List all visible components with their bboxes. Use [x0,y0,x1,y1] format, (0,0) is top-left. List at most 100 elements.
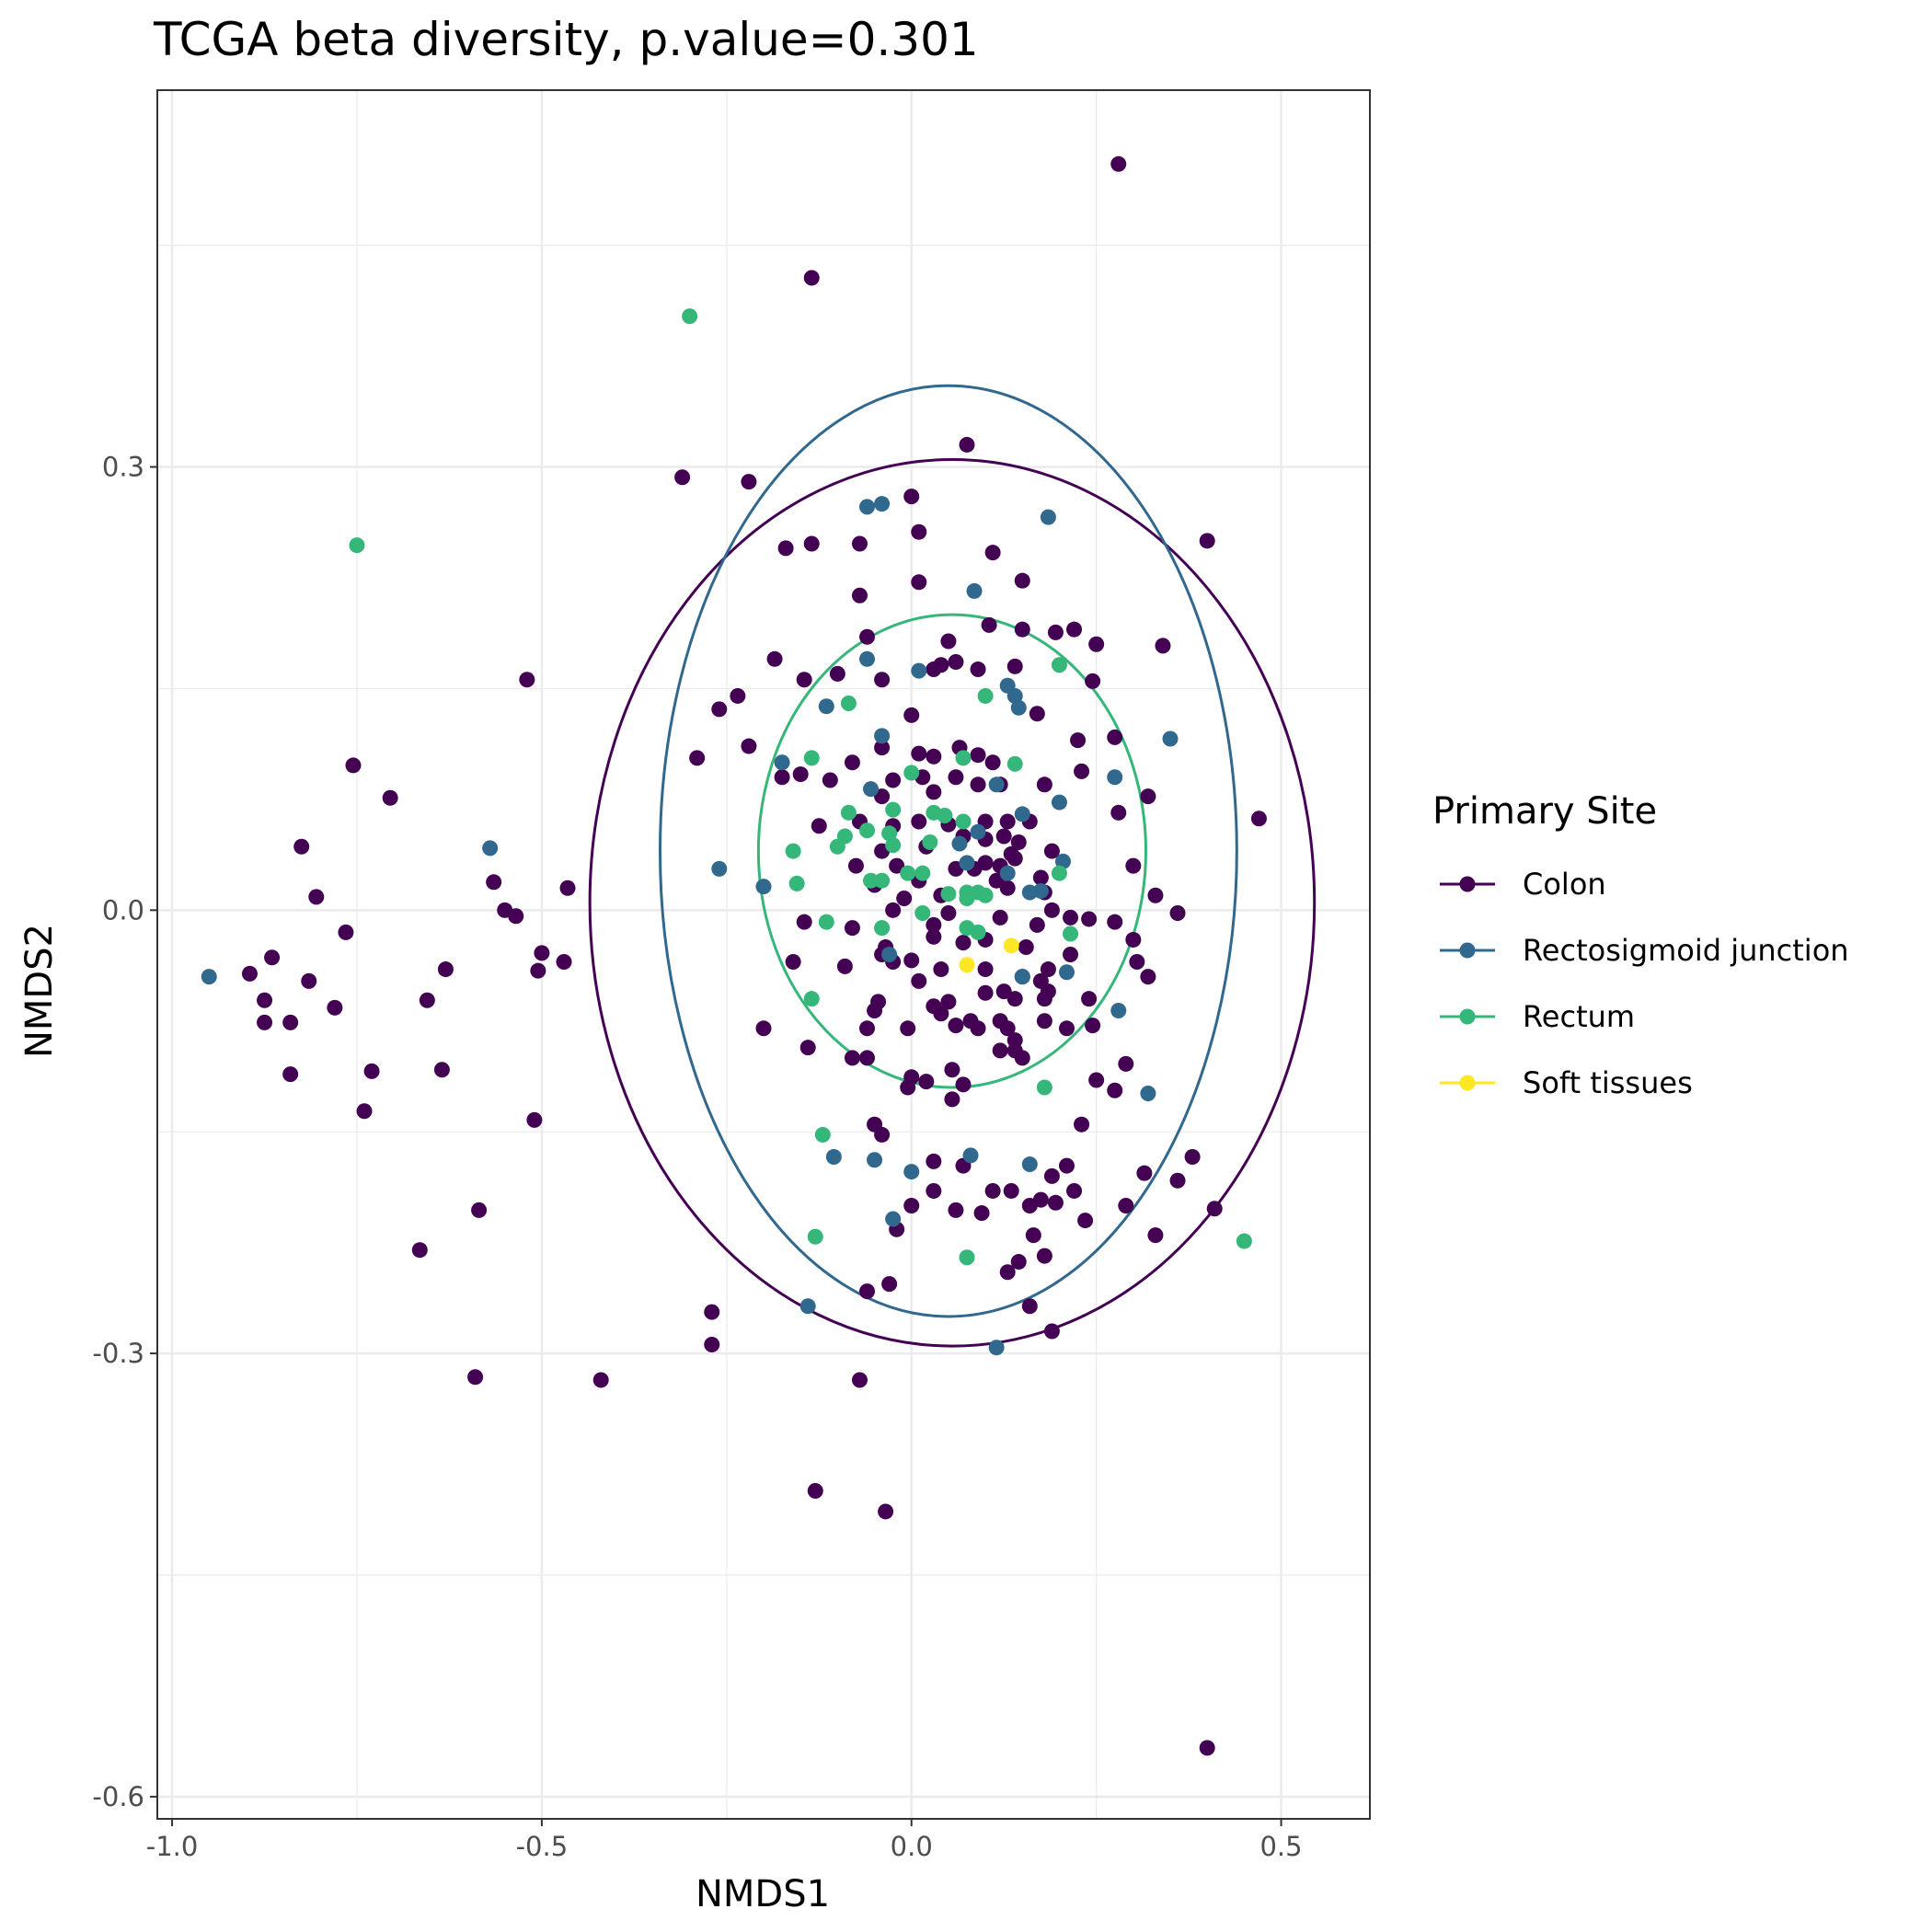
point-colon [1043,843,1060,859]
point-colon [1029,706,1045,722]
point-colon [1014,572,1030,589]
point-rectosigmoid-junction [959,855,975,871]
point-colon [889,857,905,874]
point-rectum [803,991,820,1007]
point-rectosigmoid-junction [1162,730,1179,747]
point-colon [948,769,964,786]
point-colon [911,574,927,591]
point-rectosigmoid-junction [966,582,983,599]
x-tick-label: 0.0 [891,1831,933,1862]
x-tick-label: -0.5 [516,1831,569,1862]
point-colon [741,474,757,490]
point-colon [1006,850,1023,867]
point-rectosigmoid-junction [1021,1156,1038,1173]
point-colon [519,672,535,688]
point-colon [282,1014,299,1030]
point-colon [999,880,1016,896]
point-rectosigmoid-junction [1014,969,1030,985]
point-rectosigmoid-junction [962,1147,979,1164]
ellipse-rectosigmoid-junction [658,384,1238,1318]
point-colon [955,1076,972,1093]
point-colon [1010,834,1027,850]
point-colon [926,784,942,800]
point-rectosigmoid-junction [859,499,876,515]
point-colon [356,1103,373,1120]
point-colon [874,788,891,805]
point-rectosigmoid-junction [818,698,834,715]
point-colon [844,754,860,771]
point-rectosigmoid-junction [988,1340,1005,1356]
point-colon [803,535,820,552]
point-colon [885,772,902,788]
point-colon [867,1003,883,1019]
point-rectosigmoid-junction [903,1164,920,1180]
x-tick-label: 0.5 [1259,1831,1302,1862]
point-colon [1063,909,1079,926]
point-colon [592,1372,609,1388]
point-colon [1155,638,1171,654]
point-rectum [900,865,916,881]
point-colon [995,983,1012,1000]
point-colon [911,523,927,540]
point-colon [851,1372,868,1388]
point-rectosigmoid-junction [874,496,891,512]
point-rectum [903,765,920,781]
point-colon [1014,621,1030,638]
point-colon [301,972,317,989]
point-colon [1140,969,1156,985]
point-rectosigmoid-junction [711,860,728,877]
point-colon [1074,1116,1090,1133]
point-colon [1021,1198,1038,1214]
point-rectum [874,920,891,937]
point-rectosigmoid-junction [1051,794,1067,811]
point-colon [471,1202,488,1218]
point-soft-tissues [1003,937,1019,954]
point-rectum [859,822,876,839]
point-colon [1140,788,1156,805]
point-colon [308,889,325,905]
point-colon [433,1062,450,1078]
point-colon [911,745,927,762]
point-colon [799,1040,816,1056]
point-rectum [840,695,857,711]
point-colon [984,545,1001,561]
point-rectum [1236,1233,1252,1249]
point-rectum [959,1249,975,1266]
point-colon [926,748,942,765]
point-rectum [940,886,957,903]
point-colon [1085,1018,1101,1034]
point-rectosigmoid-junction [859,650,876,667]
point-colon [264,949,281,966]
point-colon [1088,1072,1105,1088]
point-colon [829,665,845,682]
point-colon [948,654,964,671]
data-points [201,155,1267,1756]
panel-border [156,89,1371,1820]
point-colon [293,838,310,855]
point-colon [559,880,576,896]
legend: Primary Site Colon Rectosigmoid junction R… [1432,790,1849,1100]
point-colon [241,965,258,982]
point-colon [1147,887,1164,903]
point-colon [999,1020,1016,1037]
point-colon [959,436,975,453]
point-rectosigmoid-junction [799,1298,816,1315]
point-colon [984,1182,1001,1199]
point-colon [792,766,809,783]
point-rectosigmoid-junction [951,835,968,852]
point-colon [704,1304,720,1320]
legend-key-point-soft-tissues [1459,1075,1476,1091]
point-colon [903,489,920,505]
point-rectum [818,914,834,930]
point-colon [1077,1213,1094,1229]
point-colon [534,945,550,961]
point-rectosigmoid-junction [1010,699,1027,716]
point-colon [1066,1182,1083,1199]
ellipse-colon [588,457,1317,1348]
point-soft-tissues [959,957,975,973]
point-colon [807,1482,823,1499]
point-colon [1040,961,1056,978]
point-colon [1006,658,1023,674]
point-colon [1118,1198,1134,1214]
